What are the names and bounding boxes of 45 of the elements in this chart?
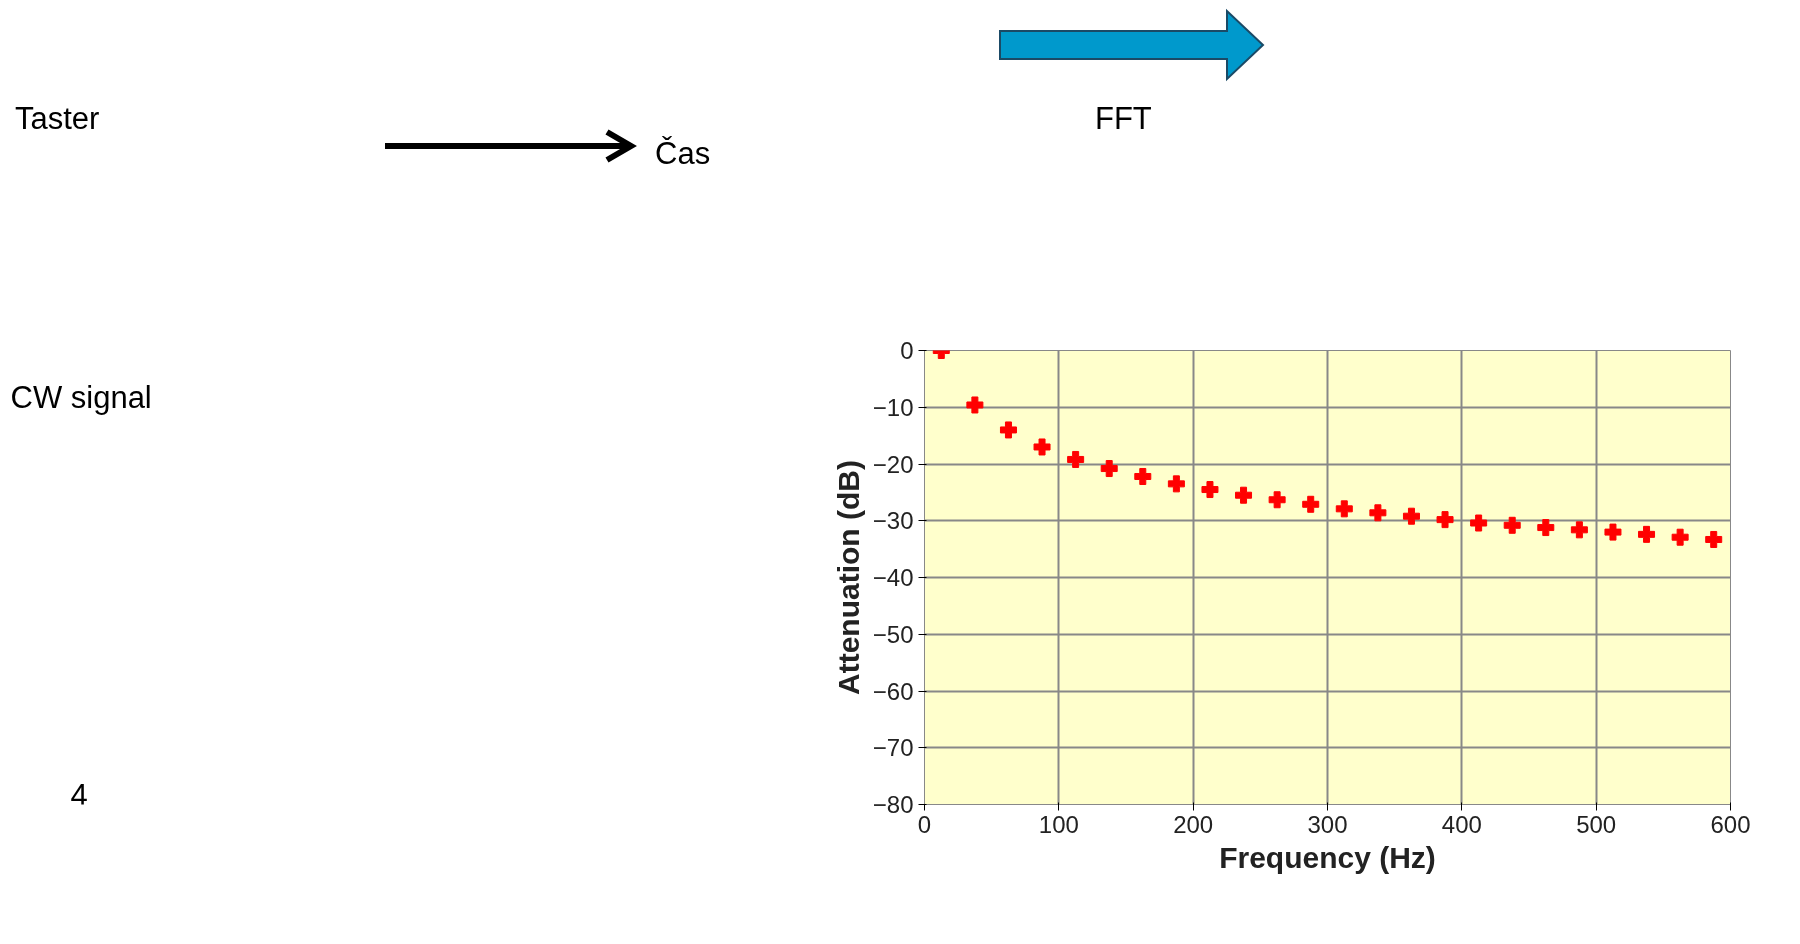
x-tick-label: 300 [1307,810,1348,838]
point [1436,511,1454,529]
point [1167,475,1185,493]
text: CW signal [10,380,152,416]
y-tick-label: −30 [872,507,914,535]
y-tick-label: −10 [872,393,914,421]
x-axis-title: Frequency (Hz) [1219,840,1436,874]
point [1335,500,1353,518]
point [1503,516,1521,534]
point [1402,507,1420,525]
point [1705,530,1723,548]
x-tick-label: 100 [1038,810,1079,838]
point [1134,467,1152,485]
point [1033,438,1051,456]
point [1369,504,1387,522]
y-tick-label: −50 [872,620,914,648]
point [1537,519,1555,537]
point [1470,514,1488,532]
text: Čas [655,135,711,173]
point [1201,481,1219,499]
x-tick-label: 200 [1173,810,1214,838]
point [1302,495,1320,513]
y-tick-label: −80 [872,791,914,818]
point [1638,525,1656,543]
point [1067,450,1085,468]
point [1671,528,1689,546]
x-tick-label: 500 [1576,810,1617,838]
y-tick-label: −70 [872,734,914,762]
y-axis-title: Attenuation (dB) [831,460,865,695]
x-tick-label: 0 [917,810,932,838]
point [966,396,984,414]
point [1235,486,1253,504]
point [1604,523,1622,541]
x-tick-label: 400 [1441,810,1482,838]
text: FFT [1095,100,1152,138]
y-tick-label: 0 [900,337,914,364]
point [1268,491,1286,509]
point [1100,460,1118,478]
x-tick-label: 600 [1710,810,1751,838]
y-tick-label: −60 [872,677,914,705]
text: Taster [15,100,100,138]
point [999,421,1017,439]
y-tick-label: −40 [872,564,914,591]
point [1570,521,1588,539]
y-tick-label: −20 [872,450,914,478]
